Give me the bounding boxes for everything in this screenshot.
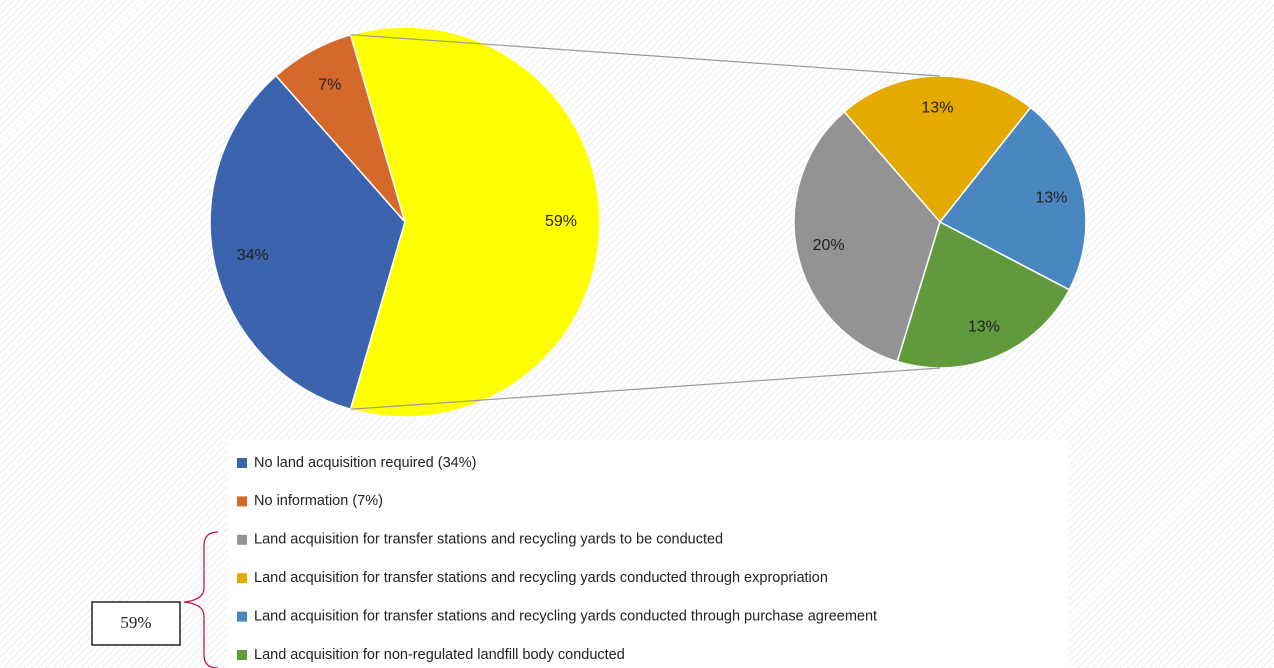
brace (183, 531, 219, 668)
data-label: 59% (545, 213, 577, 230)
data-label: 13% (968, 318, 1000, 335)
pie-slice (938, 106, 1087, 291)
legend-label: Land acquisition for transfer stations a… (254, 532, 723, 548)
legend-label: No information (7%) (254, 493, 383, 509)
data-label: 20% (813, 237, 845, 254)
pie-slice (793, 110, 941, 363)
data-label: 7% (318, 77, 341, 94)
legend-swatch (237, 496, 247, 507)
legend-swatch (237, 611, 247, 622)
legend-swatch (237, 534, 247, 545)
legend-label: Land acquisition for transfer stations a… (254, 570, 828, 586)
pie-slice (349, 26, 601, 418)
legend-swatch (237, 573, 247, 584)
legend-swatch (237, 458, 247, 468)
legend-label: Land acquisition for non-regulated landf… (254, 647, 625, 663)
connector (350, 367, 941, 410)
annotation: 59% (120, 613, 151, 632)
data-label: 13% (921, 99, 953, 116)
annotation-box (91, 601, 181, 646)
legend-label: No land acquisition required (34%) (254, 455, 476, 471)
data-label: 13% (1035, 190, 1067, 207)
legend-label: Land acquisition for transfer stations a… (254, 608, 877, 624)
data-label: 34% (237, 247, 269, 264)
legend-box (228, 440, 1068, 668)
connector (350, 34, 941, 77)
pie-slice (209, 74, 406, 411)
legend-swatch (237, 650, 247, 660)
pie-slice (896, 220, 1071, 369)
